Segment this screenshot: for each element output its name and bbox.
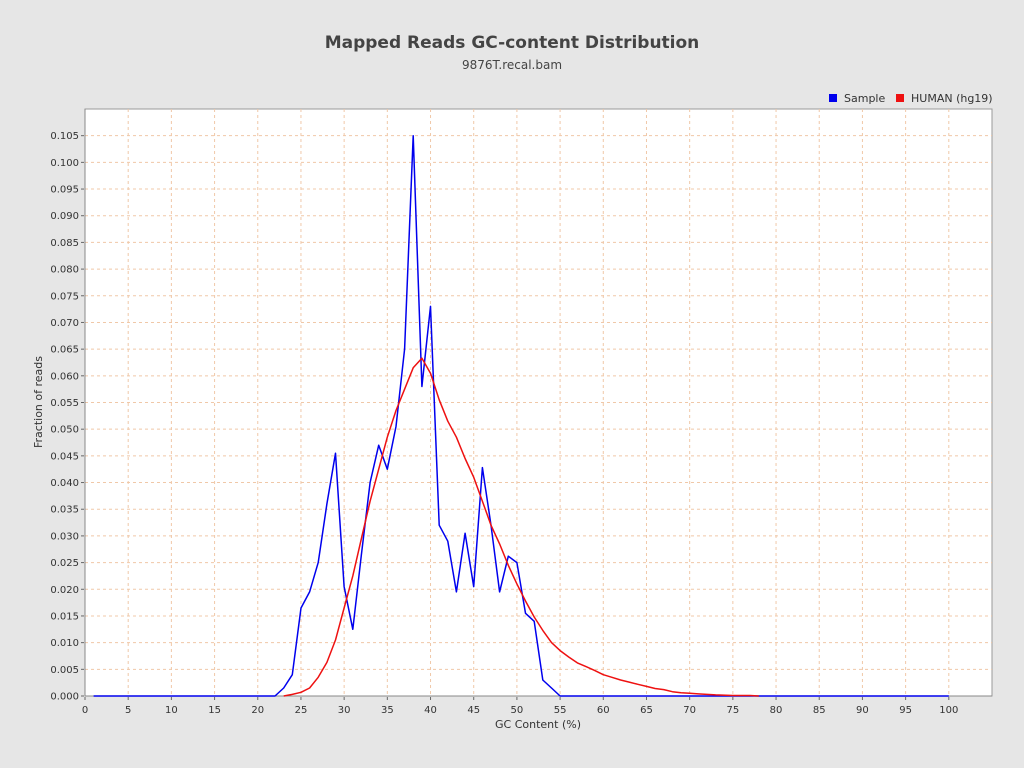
y-tick-label: 0.050 <box>50 425 79 436</box>
x-tick-label: 0 <box>82 705 88 716</box>
y-tick-label: 0.105 <box>50 131 79 142</box>
legend-swatch-human <box>896 94 904 102</box>
x-tick-label: 15 <box>208 705 221 716</box>
y-tick-label: 0.095 <box>50 185 79 196</box>
y-tick-label: 0.075 <box>50 291 79 302</box>
y-tick-label: 0.070 <box>50 318 79 329</box>
grid-lines <box>84 109 992 697</box>
x-tick-label: 100 <box>939 705 958 716</box>
x-tick-label: 75 <box>726 705 739 716</box>
x-tick-label: 70 <box>683 705 696 716</box>
x-tick-label: 65 <box>640 705 653 716</box>
x-tick-label: 95 <box>899 705 912 716</box>
series-line-human <box>283 357 759 697</box>
x-tick-label: 25 <box>295 705 308 716</box>
x-tick-label: 60 <box>597 705 610 716</box>
y-tick-label: 0.100 <box>50 158 79 169</box>
x-tick-label: 10 <box>165 705 178 716</box>
y-tick-label: 0.055 <box>50 398 79 409</box>
x-tick-label: 40 <box>424 705 437 716</box>
legend-label-sample: Sample <box>844 92 885 105</box>
x-tick-label: 30 <box>338 705 351 716</box>
y-tick-label: 0.010 <box>50 638 79 649</box>
y-tick-label: 0.045 <box>50 451 79 462</box>
y-tick-label: 0.025 <box>50 558 79 569</box>
x-axis-label: GC Content (%) <box>495 718 581 731</box>
series-lines <box>93 134 949 697</box>
y-tick-label: 0.040 <box>50 478 79 489</box>
tick-labels: 0 5 10 15 20 25 30 35 40 45 50 55 60 65 70 75 80 85 90 95 10… <box>50 131 958 716</box>
y-tick-label: 0.085 <box>50 238 79 249</box>
y-tick-label: 0.015 <box>50 611 79 622</box>
series-line-sample <box>93 134 949 697</box>
x-tick-label: 90 <box>856 705 869 716</box>
y-axis-label: Fraction of reads <box>32 356 45 448</box>
y-tick-label: 0.060 <box>50 371 79 382</box>
y-tick-label: 0.035 <box>50 505 79 516</box>
y-tick-label: 0.005 <box>50 665 79 676</box>
chart-subtitle: 9876T.recal.bam <box>462 58 562 72</box>
chart-title: Mapped Reads GC-content Distribution <box>325 33 700 53</box>
x-tick-label: 50 <box>511 705 524 716</box>
y-tick-label: 0.090 <box>50 211 79 222</box>
x-tick-label: 85 <box>813 705 826 716</box>
y-tick-label: 0.000 <box>50 692 79 703</box>
legend-label-human: HUMAN (hg19) <box>911 92 993 105</box>
y-tick-label: 0.065 <box>50 345 79 356</box>
x-tick-label: 45 <box>467 705 480 716</box>
x-tick-label: 35 <box>381 705 394 716</box>
y-tick-label: 0.080 <box>50 265 79 276</box>
legend: Sample HUMAN (hg19) <box>829 92 993 105</box>
legend-swatch-sample <box>829 94 837 102</box>
y-tick-label: 0.030 <box>50 531 79 542</box>
y-tick-label: 0.020 <box>50 585 79 596</box>
x-tick-label: 55 <box>554 705 567 716</box>
x-tick-label: 20 <box>251 705 264 716</box>
x-tick-label: 80 <box>770 705 783 716</box>
x-tick-label: 5 <box>125 705 131 716</box>
